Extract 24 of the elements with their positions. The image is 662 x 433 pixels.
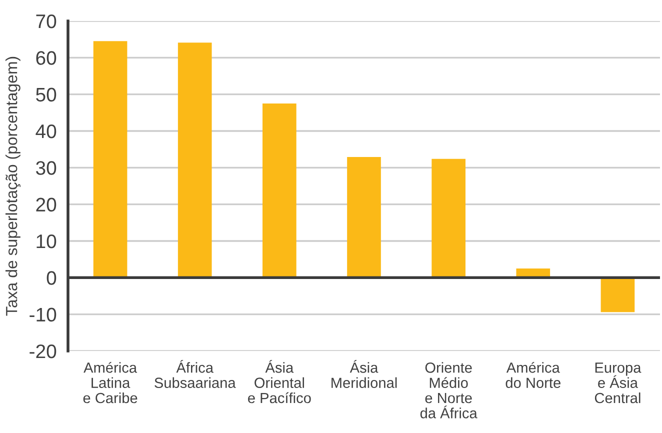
x-tick-label: Ásia Oriental e Pacífico bbox=[248, 360, 311, 404]
y-tick-label: 50 bbox=[36, 88, 56, 102]
y-tick-label: -20 bbox=[30, 344, 56, 358]
x-tick-label: Ásia Meridional bbox=[332, 360, 397, 388]
y-tick-label: 0 bbox=[46, 271, 56, 285]
bar bbox=[178, 42, 212, 278]
y-tick-label: 20 bbox=[36, 198, 56, 212]
bar bbox=[93, 41, 128, 278]
bar bbox=[600, 278, 635, 312]
bar bbox=[262, 104, 296, 278]
bar bbox=[347, 157, 381, 278]
y-tick-label: 30 bbox=[36, 161, 56, 175]
x-tick-label: América do Norte bbox=[506, 362, 560, 388]
y-tick-label: 10 bbox=[36, 234, 56, 248]
y-tick-label: 70 bbox=[36, 14, 56, 28]
bar bbox=[432, 158, 466, 278]
y-tick-label: 60 bbox=[36, 51, 56, 65]
y-tick-label: -10 bbox=[30, 308, 56, 322]
x-tick-label: África Subsaariana bbox=[154, 360, 236, 388]
y-tick-label: 40 bbox=[36, 124, 56, 138]
x-tick-label: América Latina e Caribe bbox=[83, 362, 138, 404]
x-tick-label: Oriente Médio e Norte da África bbox=[420, 362, 478, 418]
y-axis-title: Taxa de superlotação (porcentagem) bbox=[5, 56, 20, 316]
x-tick-label: Europa e Ásia Central bbox=[594, 362, 642, 404]
